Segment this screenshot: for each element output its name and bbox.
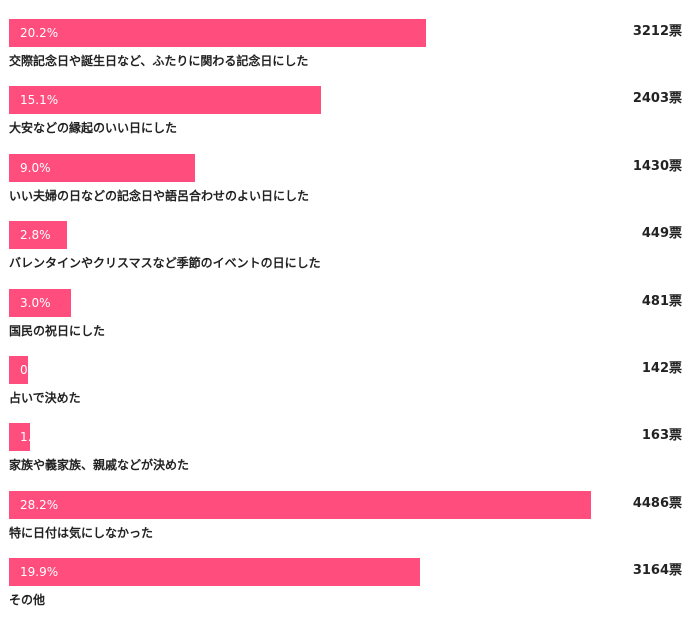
percent-label: 20.2% — [20, 26, 59, 40]
percent-label: 15.1% — [20, 93, 59, 108]
result-row: 28.2% 4486票 特に日付は気にしなかった — [0, 490, 684, 550]
result-bar: 20.2% — [9, 19, 426, 47]
result-bar: 2.8% — [9, 221, 67, 250]
result-bar: 0.9% — [9, 356, 28, 384]
option-label: いい夫婦の日などの記念日や語呂合わせのよい日にした — [9, 188, 310, 203]
result-bar: 1.0% — [9, 423, 30, 452]
result-row: 9.0% 1430票 いい夫婦の日などの記念日や語呂合わせのよい日にした — [0, 153, 684, 213]
result-bar: 28.2% — [9, 490, 591, 519]
result-bar: 3.0% — [9, 288, 71, 317]
result-bar: 19.9% — [9, 558, 420, 587]
vote-count: 4486票 — [632, 495, 682, 511]
result-row: 0.9% 142票 占いで決めた — [0, 355, 684, 415]
result-row: 1.0% 163票 家族や義家族、親戚などが決めた — [0, 422, 684, 482]
result-row: 15.1% 2403票 大安などの縁起のいい日にした — [0, 85, 684, 145]
result-bar: 9.0% — [9, 153, 195, 182]
percent-label: 19.9% — [20, 565, 59, 580]
vote-count: 163票 — [641, 428, 682, 444]
result-row: 19.9% 3164票 その他 — [0, 557, 684, 617]
result-row: 20.2% 3212票 交際記念日や誕生日など、ふたりに関わる記念日にした — [0, 18, 684, 78]
vote-count: 3164票 — [632, 563, 682, 579]
percent-label: 3.0% — [20, 295, 51, 310]
result-bar: 15.1% — [9, 86, 321, 115]
percent-label: 28.2% — [20, 497, 59, 512]
result-row: 2.8% 449票 バレンタインやクリスマスなど季節のイベントの日にした — [0, 220, 684, 280]
vote-count: 1430票 — [632, 158, 682, 174]
option-label: 交際記念日や誕生日など、ふたりに関わる記念日にした — [9, 54, 309, 68]
option-label: バレンタインやクリスマスなど季節のイベントの日にした — [9, 256, 321, 271]
vote-count: 2403票 — [632, 91, 682, 107]
option-label: 占いで決めた — [9, 391, 81, 405]
option-label: その他 — [9, 593, 46, 608]
percent-label: 9.0% — [20, 160, 51, 175]
vote-count: 481票 — [641, 293, 682, 309]
option-label: 特に日付は気にしなかった — [9, 525, 154, 540]
vote-count: 142票 — [641, 361, 682, 376]
percent-label: 2.8% — [20, 228, 51, 243]
option-label: 大安などの縁起のいい日にした — [9, 121, 178, 136]
percent-label: 0.9% — [20, 363, 28, 377]
percent-label: 1.0% — [20, 430, 30, 445]
result-row: 3.0% 481票 国民の祝日にした — [0, 288, 684, 348]
option-label: 家族や義家族、親戚などが決めた — [9, 458, 190, 473]
vote-count: 449票 — [641, 226, 682, 242]
option-label: 国民の祝日にした — [9, 323, 106, 338]
vote-count: 3212票 — [632, 24, 682, 39]
